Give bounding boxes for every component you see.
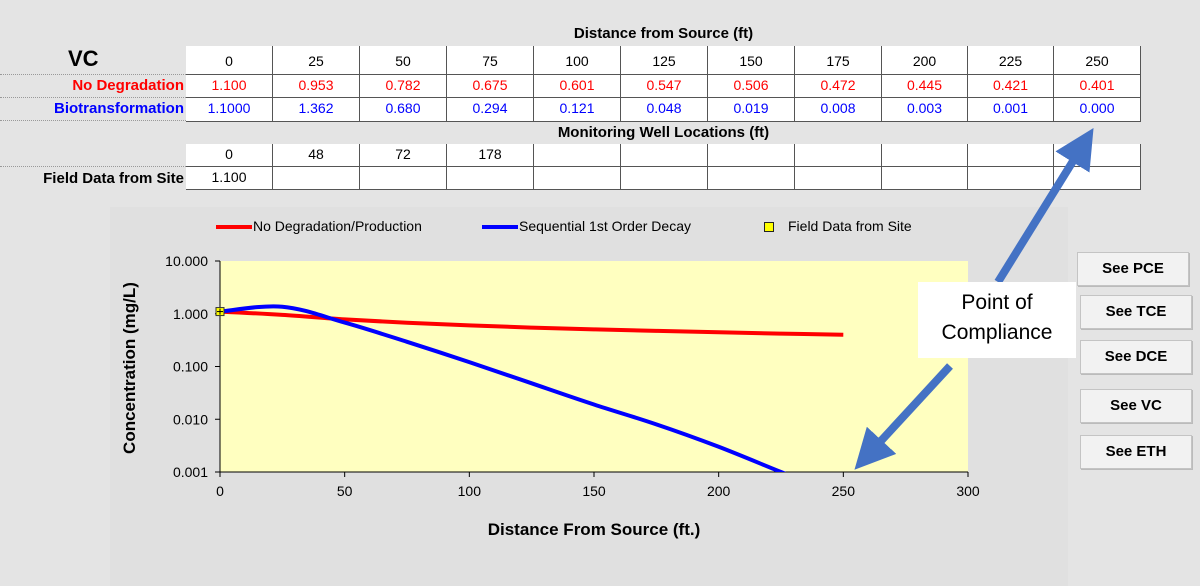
y-tick-label: 1.000 [173, 306, 208, 322]
well-location-cell [621, 144, 708, 167]
arrow-to-chart [854, 363, 953, 470]
value-cell: 0.680 [360, 98, 447, 122]
field-data-cell [795, 167, 882, 190]
legend-marker-field-data [764, 222, 774, 232]
see-tce-button[interactable]: See TCE [1080, 295, 1192, 329]
field-data-cell [708, 167, 795, 190]
x-tick-label: 300 [956, 483, 980, 499]
point-of-compliance-callout: Point of Compliance [918, 282, 1076, 358]
value-cell: 0.401 [1054, 75, 1141, 98]
well-location-cell: 48 [273, 144, 360, 167]
well-location-cell [968, 144, 1054, 167]
value-cell: 1.1000 [186, 98, 273, 122]
distance-cell: 150 [708, 46, 795, 75]
value-cell: 0.421 [968, 75, 1054, 98]
value-cell: 0.953 [273, 75, 360, 98]
distance-cell: 25 [273, 46, 360, 75]
value-cell: 0.547 [621, 75, 708, 98]
value-cell: 0.782 [360, 75, 447, 98]
value-cell: 0.675 [447, 75, 534, 98]
legend-label-sequential-decay: Sequential 1st Order Decay [519, 218, 691, 234]
well-location-cell [882, 144, 968, 167]
value-cell: 0.601 [534, 75, 621, 98]
distance-header: Distance from Source (ft) [573, 25, 754, 42]
field-data-cell [273, 167, 360, 190]
legend-label-no-degradation: No Degradation/Production [253, 218, 422, 234]
row-divider [0, 166, 186, 167]
value-cell: 0.000 [1054, 98, 1141, 122]
well-location-cell: 72 [360, 144, 447, 167]
field-data-cell [534, 167, 621, 190]
x-tick-label: 50 [337, 483, 353, 499]
distance-cell: 50 [360, 46, 447, 75]
chart-legend: No Degradation/Production Sequential 1st… [216, 216, 976, 238]
x-tick-label: 250 [832, 483, 856, 499]
field-data-label: Field Data from Site [43, 170, 184, 187]
x-tick-label: 200 [707, 483, 731, 499]
row-divider [0, 97, 186, 98]
well-location-cell: 178 [447, 144, 534, 167]
distance-cell: 200 [882, 46, 968, 75]
value-cell: 0.121 [534, 98, 621, 122]
monitoring-header: Monitoring Well Locations (ft) [557, 124, 770, 141]
value-cell: 0.506 [708, 75, 795, 98]
see-eth-button[interactable]: See ETH [1080, 435, 1192, 469]
plot-area [220, 261, 968, 472]
arrow-to-table [994, 128, 1094, 285]
distance-cell: 175 [795, 46, 882, 75]
see-pce-button[interactable]: See PCE [1077, 252, 1189, 286]
distance-cell: 0 [186, 46, 273, 75]
x-tick-label: 100 [458, 483, 482, 499]
value-cell: 0.008 [795, 98, 882, 122]
value-cell: 1.100 [186, 75, 273, 98]
y-tick-label: 0.010 [173, 411, 208, 427]
field-data-cell [1054, 167, 1141, 190]
callout-line-2: Compliance [941, 321, 1053, 344]
field-data-cell [621, 167, 708, 190]
value-cell: 0.048 [621, 98, 708, 122]
value-cell: 0.472 [795, 75, 882, 98]
distance-cell: 250 [1054, 46, 1141, 75]
value-cell: 0.003 [882, 98, 968, 122]
row-label: No Degradation [72, 77, 184, 94]
legend-label-field-data: Field Data from Site [788, 218, 912, 234]
see-dce-button[interactable]: See DCE [1080, 340, 1192, 374]
series-line-sequential-decay [220, 304, 787, 472]
compound-label: VC [68, 46, 99, 71]
value-cell: 0.019 [708, 98, 795, 122]
distance-cell: 75 [447, 46, 534, 75]
row-label: Biotransformation [53, 100, 184, 117]
value-cell: 0.445 [882, 75, 968, 98]
well-location-cell [795, 144, 882, 167]
distance-cell: 100 [534, 46, 621, 75]
field-data-cell [968, 167, 1054, 190]
value-cell: 1.362 [273, 98, 360, 122]
field-data-cell [882, 167, 968, 190]
y-tick-label: 0.001 [173, 464, 208, 480]
field-data-cell: 1.100 [186, 167, 273, 190]
y-tick-label: 10.000 [165, 253, 208, 269]
callout-line-1: Point of [961, 291, 1033, 314]
value-cell: 0.294 [447, 98, 534, 122]
well-location-cell [534, 144, 621, 167]
field-data-cell [447, 167, 534, 190]
row-divider [0, 74, 186, 75]
well-location-cell [708, 144, 795, 167]
x-tick-label: 0 [216, 483, 224, 499]
concentration-chart: 0 50 100 150 200 250 300 10.000 1.000 0.100 0.010 0… [165, 253, 980, 499]
distance-cell: 125 [621, 46, 708, 75]
legend-swatch-no-degradation [216, 225, 252, 229]
well-location-cell: 0 [186, 144, 273, 167]
distance-cell: 225 [968, 46, 1054, 75]
x-axis-label: Distance From Source (ft.) [487, 520, 701, 539]
x-tick-label: 150 [582, 483, 606, 499]
legend-swatch-sequential-decay [482, 225, 518, 229]
y-tick-label: 0.100 [173, 359, 208, 375]
row-divider [0, 120, 186, 121]
see-vc-button[interactable]: See VC [1080, 389, 1192, 423]
value-cell: 0.001 [968, 98, 1054, 122]
field-data-cell [360, 167, 447, 190]
